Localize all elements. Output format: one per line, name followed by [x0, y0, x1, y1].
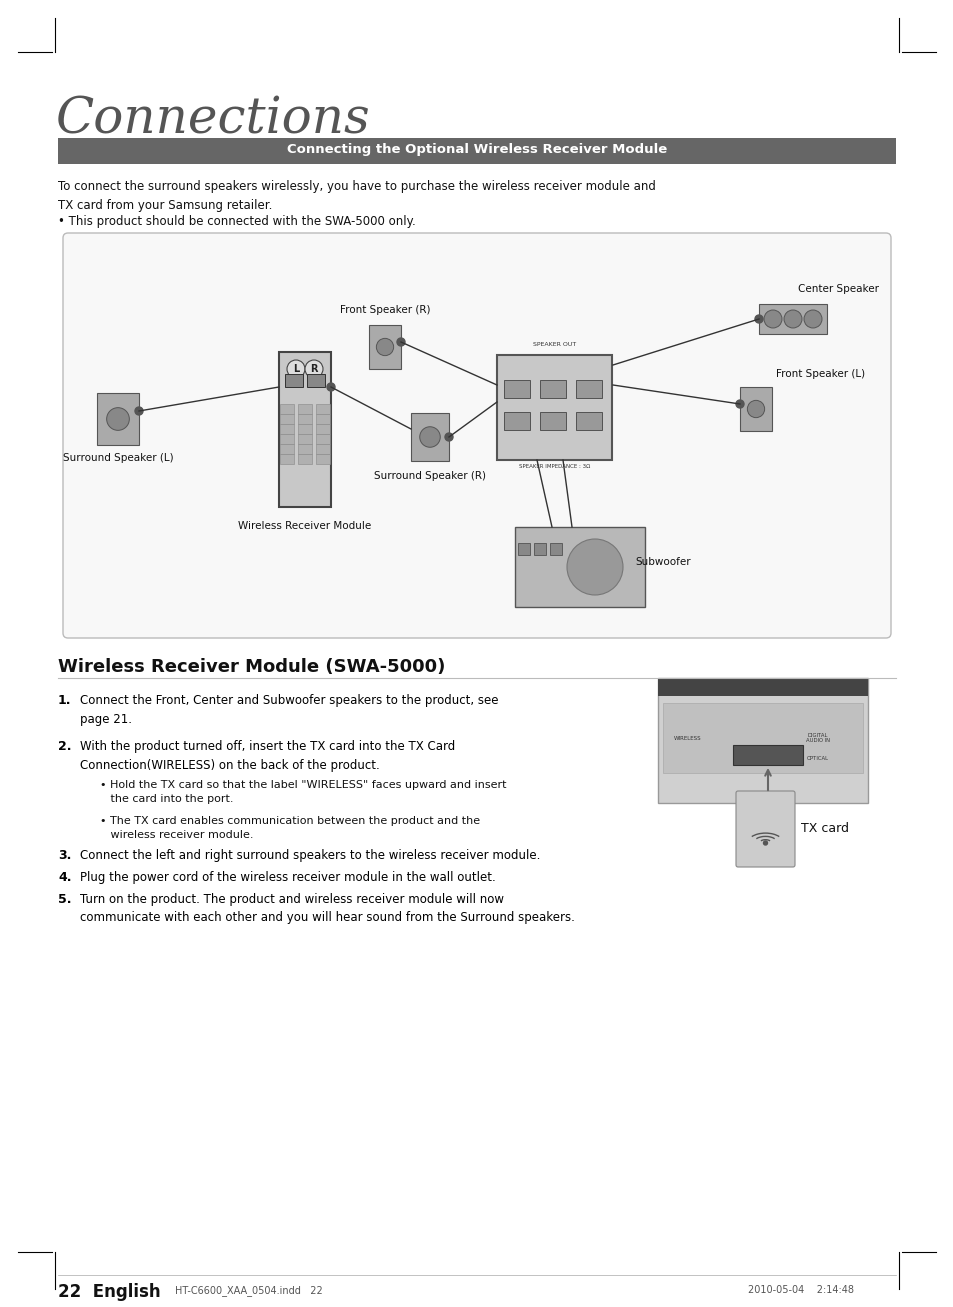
- Circle shape: [376, 339, 394, 356]
- Circle shape: [107, 408, 130, 430]
- Circle shape: [803, 310, 821, 328]
- Text: 3.: 3.: [58, 850, 71, 863]
- Bar: [280, 454, 294, 464]
- FancyBboxPatch shape: [63, 233, 890, 638]
- Bar: [307, 374, 325, 387]
- Text: TX card: TX card: [801, 822, 848, 835]
- Text: Front Speaker (L): Front Speaker (L): [775, 369, 864, 379]
- Text: To connect the surround speakers wirelessly, you have to purchase the wireless r: To connect the surround speakers wireles…: [58, 180, 656, 212]
- Text: Surround Speaker (L): Surround Speaker (L): [63, 454, 173, 463]
- Text: • The TX card enables communication between the product and the
   wireless rece: • The TX card enables communication betw…: [100, 816, 479, 840]
- Text: Connect the Front, Center and Subwoofer speakers to the product, see
page 21.: Connect the Front, Center and Subwoofer …: [80, 694, 498, 725]
- Circle shape: [746, 400, 764, 418]
- Circle shape: [305, 359, 323, 378]
- Bar: [497, 354, 612, 460]
- Text: Subwoofer: Subwoofer: [635, 557, 690, 567]
- Text: L: L: [293, 365, 299, 374]
- Bar: [280, 404, 294, 414]
- Text: SPEAKER OUT: SPEAKER OUT: [533, 342, 576, 348]
- Bar: [280, 414, 294, 423]
- Text: 1.: 1.: [58, 694, 71, 707]
- Bar: [315, 404, 330, 414]
- Text: Front Speaker (R): Front Speaker (R): [339, 305, 430, 315]
- Bar: [534, 542, 545, 555]
- Bar: [297, 414, 312, 423]
- Bar: [315, 423, 330, 434]
- Circle shape: [783, 310, 801, 328]
- Bar: [576, 412, 601, 430]
- Text: With the product turned off, insert the TX card into the TX Card
Connection(WIRE: With the product turned off, insert the …: [80, 740, 455, 771]
- Bar: [297, 454, 312, 464]
- Bar: [539, 412, 565, 430]
- Bar: [550, 542, 561, 555]
- Text: 2010-05-04    2:14:48: 2010-05-04 2:14:48: [747, 1285, 853, 1295]
- Text: SPEAKER IMPEDANCE : 3Ω: SPEAKER IMPEDANCE : 3Ω: [518, 464, 590, 468]
- Circle shape: [762, 840, 767, 846]
- Bar: [517, 542, 530, 555]
- Bar: [285, 374, 303, 387]
- Bar: [315, 444, 330, 454]
- Text: WIRELESS: WIRELESS: [674, 736, 701, 741]
- Text: Plug the power cord of the wireless receiver module in the wall outlet.: Plug the power cord of the wireless rece…: [80, 870, 496, 884]
- Text: DIGITAL
AUDIO IN: DIGITAL AUDIO IN: [805, 733, 829, 744]
- Bar: [280, 444, 294, 454]
- Circle shape: [754, 315, 762, 323]
- Bar: [732, 745, 802, 765]
- Text: Wireless Receiver Module (SWA-5000): Wireless Receiver Module (SWA-5000): [58, 657, 445, 676]
- Text: • Hold the TX card so that the label "WIRELESS" faces upward and insert
   the c: • Hold the TX card so that the label "WI…: [100, 780, 506, 804]
- Bar: [315, 414, 330, 423]
- Bar: [503, 412, 530, 430]
- Text: 22  English: 22 English: [58, 1283, 160, 1300]
- Circle shape: [444, 433, 453, 440]
- Bar: [658, 678, 867, 697]
- Circle shape: [735, 400, 743, 408]
- Bar: [411, 413, 449, 461]
- Circle shape: [566, 538, 622, 595]
- Bar: [662, 703, 862, 772]
- Bar: [315, 454, 330, 464]
- Circle shape: [135, 406, 143, 416]
- Bar: [515, 527, 644, 606]
- Bar: [297, 423, 312, 434]
- Bar: [740, 387, 771, 431]
- Text: OPTICAL: OPTICAL: [806, 757, 828, 762]
- Bar: [280, 434, 294, 444]
- Bar: [503, 380, 530, 399]
- Bar: [97, 393, 139, 444]
- Text: Connections: Connections: [55, 95, 369, 145]
- Text: 4.: 4.: [58, 870, 71, 884]
- Text: Center Speaker: Center Speaker: [797, 284, 878, 294]
- Bar: [278, 352, 331, 507]
- FancyBboxPatch shape: [735, 791, 794, 867]
- Circle shape: [396, 339, 405, 346]
- Circle shape: [287, 359, 305, 378]
- Bar: [297, 434, 312, 444]
- Text: Connecting the Optional Wireless Receiver Module: Connecting the Optional Wireless Receive…: [287, 144, 666, 157]
- Circle shape: [327, 383, 335, 391]
- Circle shape: [763, 310, 781, 328]
- Text: Turn on the product. The product and wireless receiver module will now
communica: Turn on the product. The product and wir…: [80, 893, 575, 924]
- Bar: [759, 305, 826, 335]
- Text: HT-C6600_XAA_0504.indd   22: HT-C6600_XAA_0504.indd 22: [174, 1285, 322, 1297]
- Bar: [658, 678, 867, 802]
- Bar: [297, 404, 312, 414]
- Bar: [280, 423, 294, 434]
- Bar: [369, 325, 400, 369]
- Circle shape: [419, 427, 439, 447]
- Bar: [297, 444, 312, 454]
- Bar: [315, 434, 330, 444]
- Bar: [58, 139, 895, 163]
- Text: Wireless Receiver Module: Wireless Receiver Module: [238, 521, 372, 531]
- Bar: [539, 380, 565, 399]
- Text: • This product should be connected with the SWA-5000 only.: • This product should be connected with …: [58, 214, 416, 227]
- Text: R: R: [310, 365, 317, 374]
- Bar: [576, 380, 601, 399]
- Text: 2.: 2.: [58, 740, 71, 753]
- Text: Connect the left and right surround speakers to the wireless receiver module.: Connect the left and right surround spea…: [80, 850, 539, 863]
- Text: 5.: 5.: [58, 893, 71, 906]
- Text: Surround Speaker (R): Surround Speaker (R): [374, 471, 485, 481]
